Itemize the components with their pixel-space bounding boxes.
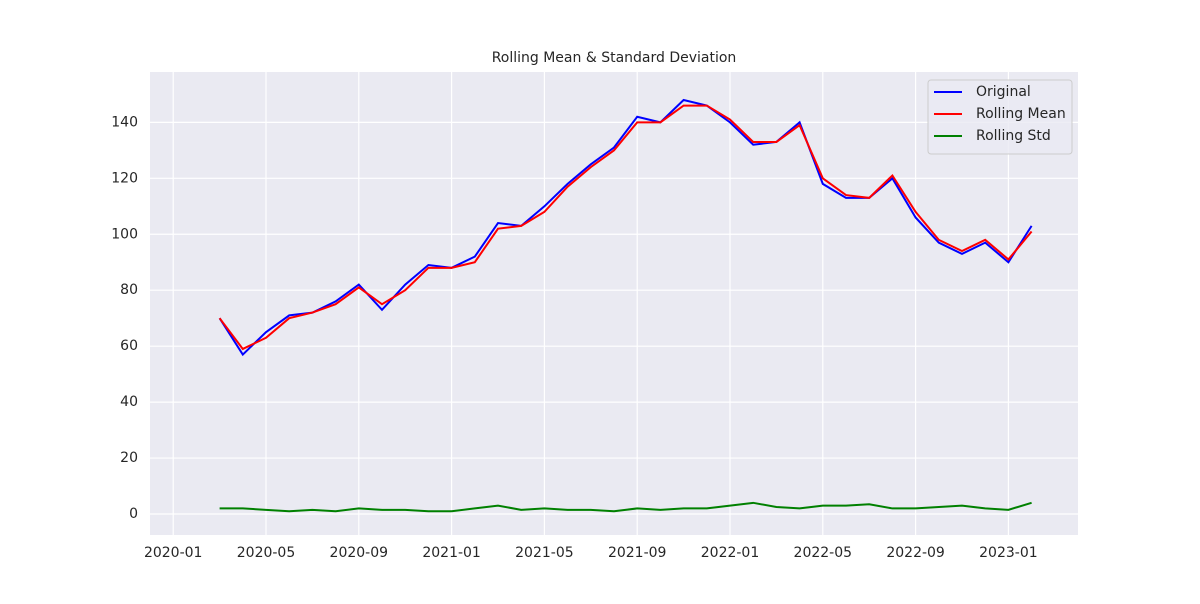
x-tick-label: 2020-05 — [237, 545, 296, 561]
x-tick-label: 2021-05 — [515, 545, 574, 561]
y-tick-label: 120 — [111, 170, 138, 186]
x-tick-label: 2021-01 — [422, 545, 481, 561]
x-tick-label: 2021-09 — [608, 545, 667, 561]
x-tick-label: 2022-09 — [886, 545, 945, 561]
x-tick-label: 2022-01 — [701, 545, 760, 561]
x-tick-label: 2020-01 — [144, 545, 203, 561]
data-line — [218, 104, 1033, 351]
x-tick-label: 2023-01 — [979, 545, 1038, 561]
y-tick-label: 0 — [129, 506, 138, 522]
legend-label: Rolling Std — [976, 128, 1051, 144]
legend-label: Rolling Mean — [976, 106, 1066, 122]
y-tick-label: 40 — [120, 394, 138, 410]
x-tick-label: 2022-05 — [794, 545, 853, 561]
data-line — [219, 501, 1032, 513]
chart-title: Rolling Mean & Standard Deviation — [492, 50, 737, 66]
y-tick-label: 100 — [111, 226, 138, 242]
y-tick-label: 20 — [120, 450, 138, 466]
x-tick-label: 2020-09 — [330, 545, 389, 561]
legend-box — [927, 79, 1073, 155]
y-tick-label: 140 — [111, 114, 138, 130]
legend-label: Original — [976, 84, 1031, 100]
data-line — [218, 98, 1033, 357]
y-tick-label: 80 — [120, 282, 138, 298]
y-tick-label: 60 — [120, 338, 138, 354]
